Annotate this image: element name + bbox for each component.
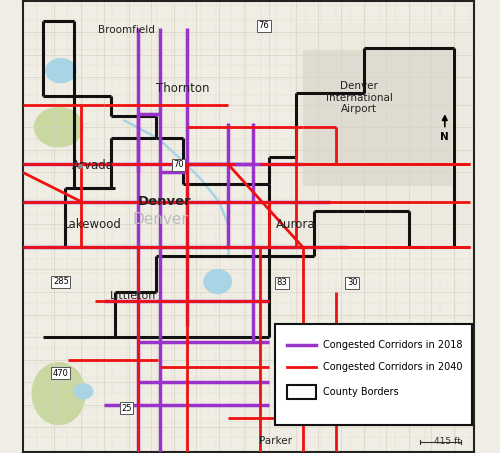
Bar: [302, 50, 452, 186]
Ellipse shape: [203, 269, 232, 294]
Text: Parker: Parker: [259, 436, 292, 446]
Bar: [286, 386, 316, 399]
Text: N: N: [440, 132, 449, 142]
Ellipse shape: [34, 107, 84, 148]
Text: Broomfield: Broomfield: [98, 25, 155, 35]
Text: 83: 83: [277, 279, 287, 288]
Text: 76: 76: [259, 21, 270, 30]
Text: Littleton: Littleton: [110, 291, 156, 302]
Text: 25: 25: [121, 404, 132, 413]
Text: 30: 30: [347, 279, 358, 288]
Ellipse shape: [307, 376, 330, 395]
Ellipse shape: [32, 362, 86, 425]
Text: 70: 70: [173, 160, 184, 169]
Text: Denver: Denver: [132, 212, 188, 227]
Text: Lakewood: Lakewood: [63, 218, 122, 231]
Ellipse shape: [45, 58, 76, 83]
Text: Denver
International
Airport: Denver International Airport: [326, 81, 392, 115]
Text: Arvada: Arvada: [72, 159, 114, 172]
Text: Denver: Denver: [138, 195, 192, 208]
Text: Congested Corridors in 2018: Congested Corridors in 2018: [323, 340, 462, 350]
Text: 470: 470: [53, 369, 69, 378]
Text: Thornton: Thornton: [156, 82, 210, 95]
Bar: [294, 23, 474, 249]
Text: Congested Corridors in 2040: Congested Corridors in 2040: [323, 362, 462, 372]
Ellipse shape: [74, 383, 94, 400]
FancyBboxPatch shape: [276, 323, 472, 425]
Text: County Borders: County Borders: [323, 387, 398, 397]
Text: 415 ft: 415 ft: [434, 438, 460, 447]
Text: Aurora: Aurora: [276, 218, 316, 231]
Text: 285: 285: [53, 277, 69, 286]
